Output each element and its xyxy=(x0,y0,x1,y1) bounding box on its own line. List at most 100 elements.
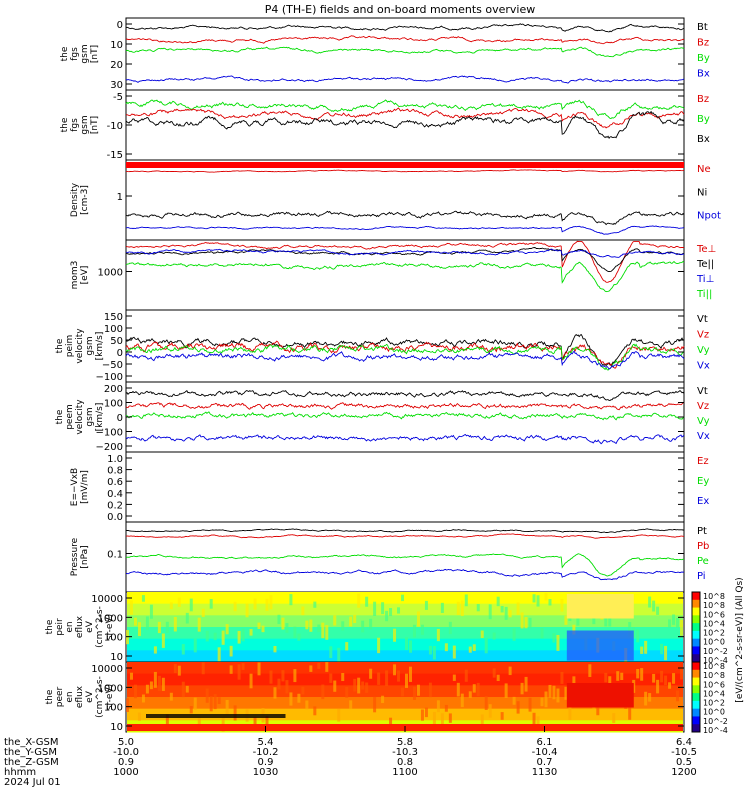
spectrogram-cell xyxy=(496,596,500,607)
spectrogram-cell xyxy=(480,630,484,638)
spectrogram-cell xyxy=(552,633,556,643)
spectrogram-cell xyxy=(237,664,241,680)
spectrogram-cell xyxy=(137,622,141,637)
legend-entry: Vt xyxy=(697,386,708,397)
x-row-value: 1200 xyxy=(671,767,696,778)
series-line xyxy=(125,568,685,581)
spectrogram-cell xyxy=(500,605,504,613)
spectrogram-band xyxy=(127,662,683,675)
spectrogram-cell xyxy=(357,677,361,694)
legend-entry: Vt xyxy=(697,314,708,325)
spectrogram-cell xyxy=(588,664,592,677)
series-line xyxy=(125,240,685,283)
legend-entry: Vx xyxy=(697,361,710,372)
y-tick-label: 0 xyxy=(117,413,123,424)
spectrogram-cell xyxy=(397,607,401,614)
spectrogram-cell xyxy=(420,709,424,721)
spectrogram-cell xyxy=(277,614,281,625)
spectrogram-band xyxy=(127,650,683,663)
x-row-value: 5.8 xyxy=(397,737,413,748)
spectrogram-cell xyxy=(448,713,452,723)
spectrogram-cell xyxy=(385,670,389,686)
spectrogram-cell xyxy=(672,673,676,684)
y-axis-label-line: velocity xyxy=(75,399,85,435)
colorbar-swatch xyxy=(692,615,700,624)
spectrogram-cell xyxy=(668,682,672,689)
spectrogram-cell xyxy=(145,684,149,694)
x-axis-annotation: the_X-GSM 5.0 5.4 5.8 6.1 6.4 the_Y-GSM -10.0 -1… xyxy=(4,726,697,788)
legend-entry: Vx xyxy=(697,431,710,442)
y-axis-label-line: eflux xyxy=(75,615,85,638)
y-axis-label-line: fgs xyxy=(70,118,80,132)
spectrogram-cell xyxy=(536,595,540,607)
y-axis-label-line: the xyxy=(60,46,70,61)
x-row-value: 1030 xyxy=(253,767,278,778)
y-axis-label-line: eV xyxy=(85,690,95,703)
spectrogram-cell xyxy=(157,675,161,691)
spectrogram-cell xyxy=(408,666,412,682)
spectrogram-cell xyxy=(161,677,165,691)
panel-frame xyxy=(125,381,685,453)
spectrogram-cell xyxy=(676,690,680,702)
y-axis-label-line: gsm xyxy=(85,336,95,355)
spectrogram-cell xyxy=(532,712,536,725)
spectrogram-cell xyxy=(401,687,405,697)
series-line xyxy=(125,35,685,45)
spectrogram-cell xyxy=(325,662,329,672)
spectrogram-cell xyxy=(169,692,173,701)
legend-entry: Bz xyxy=(697,38,709,49)
x-row-value: 0.9 xyxy=(118,757,134,768)
spectrogram-cell xyxy=(484,696,488,710)
spectrogram-cell xyxy=(165,714,169,724)
legend-entry: Vy xyxy=(697,345,710,356)
y-tick-label: 50 xyxy=(110,336,123,347)
spectrogram-cell xyxy=(193,697,197,710)
spectrogram-event xyxy=(566,630,634,661)
spectrogram-cell xyxy=(444,704,448,712)
spectrogram-cell xyxy=(369,618,373,630)
spectrogram-cell xyxy=(401,594,405,602)
spectrogram-cell xyxy=(141,595,145,602)
spectrogram-cell xyxy=(596,707,600,716)
x-row-value: 6.4 xyxy=(676,737,692,748)
y-tick-label: 10 xyxy=(110,652,123,663)
spectrogram-cell xyxy=(492,668,496,678)
series-line xyxy=(125,99,685,119)
colorbar-swatch xyxy=(692,623,700,632)
spectrogram-cell xyxy=(640,646,644,654)
spectrogram-cell xyxy=(149,604,153,619)
x-row-label: the_Y-GSM xyxy=(4,747,57,758)
spectrogram-cell xyxy=(544,691,548,708)
y-axis-label: E=−VxB[mV/m] xyxy=(70,468,90,506)
spectrogram-event xyxy=(566,683,634,708)
spectrogram-cell xyxy=(181,644,185,655)
density-bar xyxy=(126,162,684,168)
spectrogram-band xyxy=(127,697,683,710)
spectrogram-cell xyxy=(257,622,261,630)
spectrogram-cell xyxy=(468,691,472,698)
colorbar-swatch xyxy=(692,662,700,671)
spectrogram-cell xyxy=(516,701,520,714)
legend-entry: Vz xyxy=(697,401,709,412)
y-axis-label: thepeirenefluxeV(cm^2-s-sr-eV) xyxy=(45,606,115,648)
spectrogram-band xyxy=(127,627,683,640)
spectrogram-cell xyxy=(612,713,616,723)
spectrogram-cell xyxy=(281,670,285,682)
spectrogram-cell xyxy=(412,624,416,638)
y-axis-label-line: Pressure xyxy=(70,537,80,576)
spectrogram-cell xyxy=(568,703,572,720)
series-line xyxy=(125,248,685,258)
spectrogram-cell xyxy=(329,646,333,659)
panel-frame xyxy=(125,451,685,523)
x-row-value: 1130 xyxy=(532,767,557,778)
spectrogram-cell xyxy=(153,646,157,654)
colorbar-tick-label: 10^2 xyxy=(703,699,725,708)
y-axis-label-line: gsm xyxy=(80,44,90,63)
spectrogram-cell xyxy=(225,699,229,715)
series-line xyxy=(125,107,685,129)
legend-entry: Ex xyxy=(697,496,709,507)
colorbar-swatch xyxy=(692,708,700,717)
spectrogram-cell xyxy=(329,673,333,683)
y-axis-label-line: eV xyxy=(85,620,95,633)
spectrogram-cell xyxy=(548,598,552,606)
